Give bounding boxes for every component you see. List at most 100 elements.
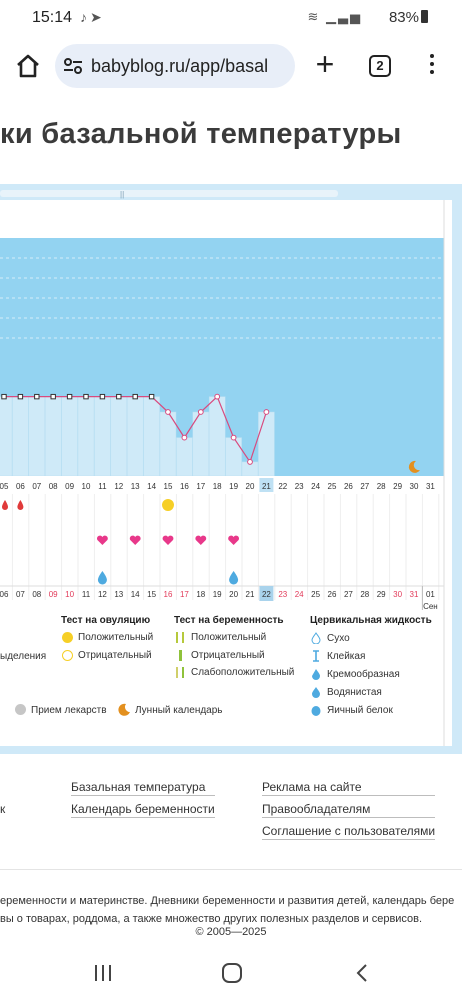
home-icon[interactable] [14, 52, 42, 80]
footer-description: еременности и материнстве. Дневники бере… [0, 892, 462, 928]
site-settings-icon[interactable] [63, 57, 83, 75]
footer-left-fragment: к [0, 802, 5, 816]
recent-apps-icon[interactable] [95, 965, 111, 981]
date-label: 23 [278, 590, 287, 599]
battery-icon [421, 10, 428, 23]
date-label: 25 [311, 590, 320, 599]
legend-ovulation: Тест на овуляцию [61, 615, 150, 626]
cycle-day-label: 21 [262, 482, 271, 491]
cycle-day-label: 07 [32, 482, 41, 491]
legend-fluid: Цервикальная жидкость [310, 615, 432, 626]
temperature-point [148, 393, 155, 400]
temp-bar [77, 396, 95, 477]
footer-col2: Реклама на сайте Правообладателям Соглаш… [262, 780, 436, 846]
temperature-point [1, 393, 7, 400]
day-row [0, 476, 444, 494]
legend-fluid-creamy: Кремообразная [327, 669, 400, 680]
temperature-point [34, 393, 40, 400]
date-label: 17 [180, 590, 189, 599]
new-tab-button[interactable]: + [315, 46, 335, 82]
page-title: ки базальной температуры [0, 118, 402, 150]
cycle-day-label: 12 [114, 482, 123, 491]
temp-bar [110, 396, 128, 477]
temperature-point [17, 393, 24, 400]
cycle-day-label: 14 [147, 482, 156, 491]
legend-pregnancy-positive: Положительный [191, 632, 267, 643]
temp-bar [12, 396, 29, 477]
footer-link-calendar[interactable]: Календарь беременности [71, 802, 215, 818]
date-label: 24 [295, 590, 304, 599]
back-icon[interactable] [355, 963, 369, 983]
pregnancy-negative-icon [179, 650, 182, 661]
footer-link-rights[interactable]: Правообладателям [262, 802, 436, 818]
cycle-day-label: 08 [49, 482, 58, 491]
heart-icon [195, 535, 207, 545]
heart-icon [162, 535, 174, 545]
date-label: 13 [114, 590, 123, 599]
clock: 15:14 [32, 9, 73, 26]
moon-icon [408, 460, 420, 473]
date-label: 12 [98, 590, 107, 599]
ovulation-positive-marker [162, 499, 174, 511]
heart-icon [228, 535, 240, 545]
temperature-point [116, 393, 122, 400]
notification-icons: ♪➤ [80, 9, 105, 25]
cycle-day-label: 09 [65, 482, 74, 491]
fluid-eggwhite-icon [311, 706, 321, 716]
date-label: 18 [196, 590, 205, 599]
fluid-dry-icon [311, 632, 321, 644]
temperature-point [181, 434, 188, 441]
legend-fluid-watery: Водянистая [327, 687, 382, 698]
legend-pregnancy-title: Тест на беременность [174, 615, 284, 626]
temperature-point [66, 393, 73, 400]
legend-lunar: Лунный календарь [135, 705, 223, 716]
temperature-point [214, 393, 221, 400]
footer-link-basal[interactable]: Базальная температура [71, 780, 215, 796]
date-label: 16 [164, 590, 173, 599]
cycle-day-label: 18 [213, 482, 222, 491]
date-label: 30 [393, 590, 402, 599]
cycle-day-label: 19 [229, 482, 238, 491]
temp-bar [176, 437, 193, 477]
cycle-day-label: 29 [393, 482, 402, 491]
bbt-chart[interactable]: 05 06 07 08 09 10 11 12 13 14 15 16 17 18 19 20 21 22 23 24… [0, 200, 452, 746]
home-nav-icon[interactable] [222, 963, 242, 983]
date-label: 06 [0, 590, 9, 599]
chart-top-margin [0, 200, 452, 238]
date-label: 14 [131, 590, 140, 599]
bleeding-drop-icon [2, 500, 8, 510]
date-label: 11 [82, 590, 91, 599]
date-label: 19 [213, 590, 222, 599]
legend-fluid-title: Цервикальная жидкость [310, 615, 432, 626]
day-highlight [259, 478, 274, 492]
cycle-day-label: 16 [180, 482, 189, 491]
temperature-point [50, 393, 56, 400]
bleeding-drop-icon [17, 500, 24, 510]
address-bar[interactable]: babyblog.ru/app/basal [55, 44, 295, 88]
footer-divider [0, 869, 462, 870]
cycle-day-label: 13 [131, 482, 140, 491]
date-label: 22 [262, 590, 271, 599]
temperature-point [247, 459, 253, 465]
cycle-day-label: 26 [344, 482, 353, 491]
footer-text-line1: еременности и материнстве. Дневники бере… [0, 895, 455, 907]
date-highlight [259, 586, 274, 601]
chart-scrollbar[interactable]: || [0, 190, 338, 199]
tab-switcher-button[interactable]: 2 [369, 55, 391, 77]
scroll-handle-icon[interactable]: || [120, 190, 125, 199]
footer-fragment-text: к [0, 802, 6, 816]
lunar-icon [118, 703, 130, 716]
chart-panel: 05 06 07 08 09 10 11 12 13 14 15 16 17 18 19 20 21 22 23 24… [0, 200, 452, 746]
footer-link-agreement[interactable]: Соглашение с пользователями [262, 824, 436, 840]
footer-link-ads[interactable]: Реклама на сайте [262, 780, 436, 796]
cycle-day-label: 05 [0, 482, 9, 491]
temp-bar [258, 411, 275, 477]
date-label: 10 [65, 590, 74, 599]
legend-pregnancy-negative: Отрицательный [191, 650, 265, 661]
more-menu-icon[interactable] [428, 54, 436, 78]
date-label: 07 [16, 590, 25, 599]
footer-text-line2: вы о товарах, роддома, а также множество… [0, 913, 423, 925]
temperature-point [263, 409, 270, 415]
pregnancy-weak-icon [176, 667, 184, 678]
cycle-day-label: 22 [278, 482, 287, 491]
